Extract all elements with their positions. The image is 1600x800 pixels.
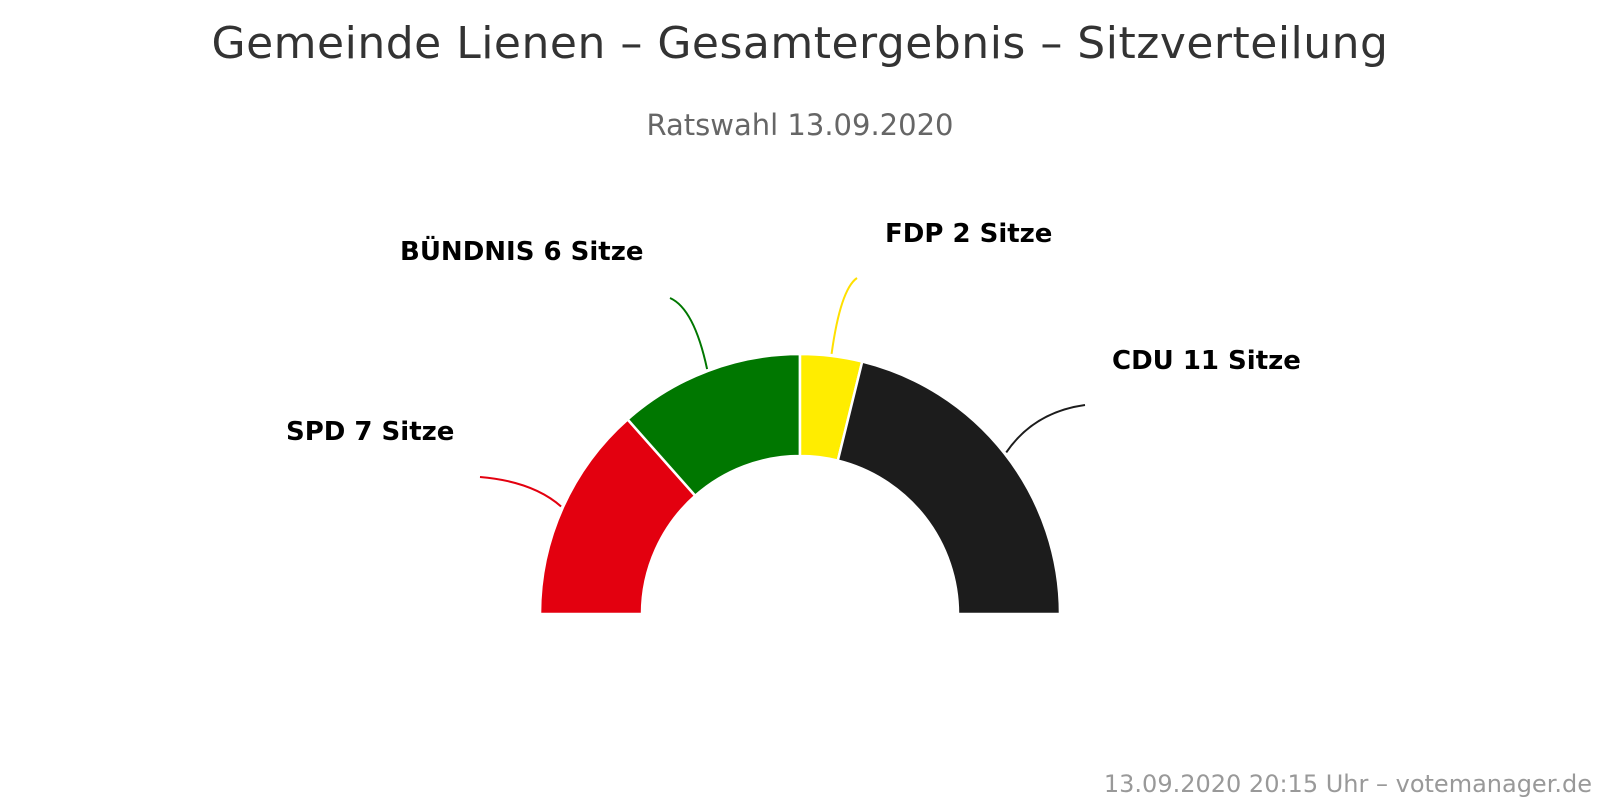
connector-spd [479,476,562,508]
chart-title: Gemeinde Lienen – Gesamtergebnis – Sitzv… [211,18,1389,69]
slice-cdu[interactable] [836,360,1062,616]
connector-b-ndnis [669,297,709,370]
data-label-spd: SPD 7 Sitze [286,417,454,447]
data-label-fdp: FDP 2 Sitze [885,219,1052,249]
data-label-cdu: CDU 11 Sitze [1112,346,1301,376]
credits-text[interactable]: 13.09.2020 20:15 Uhr – votemanager.de [1103,770,1592,798]
chart-subtitle: Ratswahl 13.09.2020 [646,108,954,142]
connector-cdu [1005,404,1086,453]
connector-fdp [830,277,858,355]
data-label-b-ndnis: BÜNDNIS 6 Sitze [400,234,643,267]
